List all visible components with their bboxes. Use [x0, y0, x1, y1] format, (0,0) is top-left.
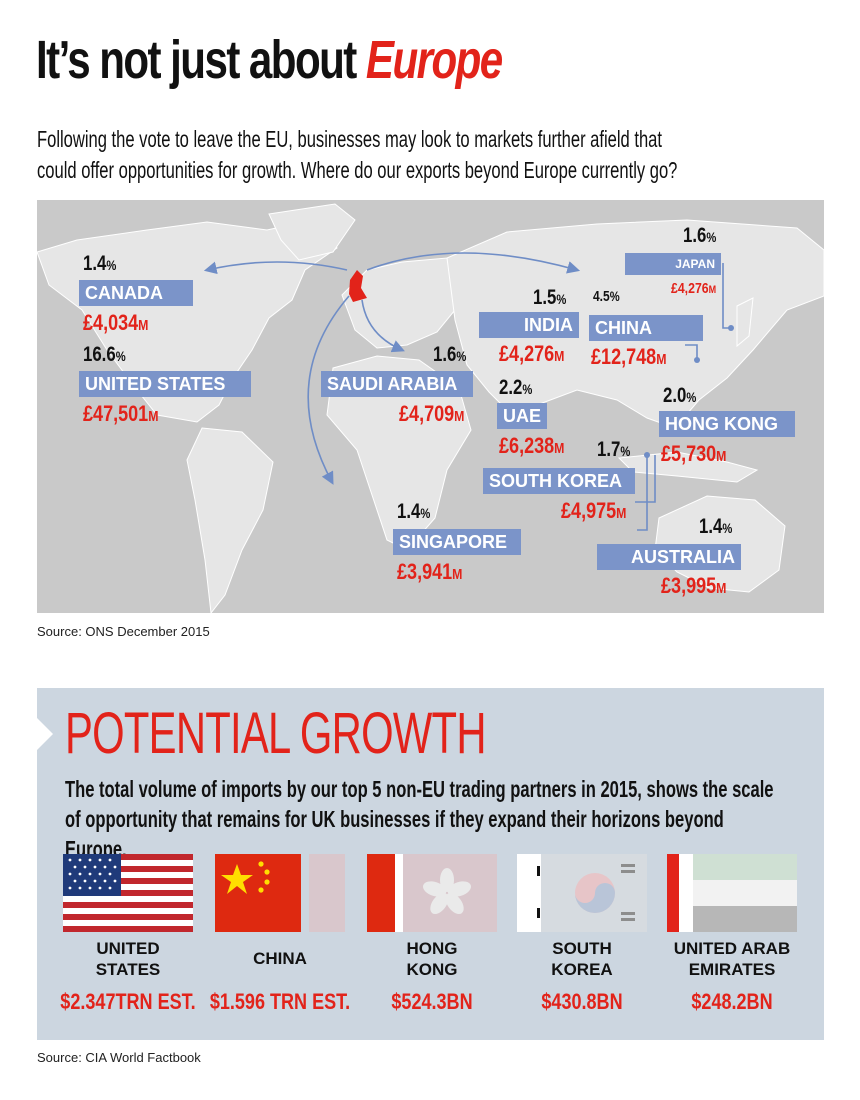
partner-value-uae: $248.2BN	[691, 989, 773, 1014]
india-value: £4,276M	[499, 341, 565, 366]
title-accent: Europe	[365, 30, 503, 90]
saudi-arabia-label: SAUDI ARABIA	[321, 371, 473, 397]
connector-singapore	[637, 455, 648, 531]
partner-name-hong-kong: HONG KONG	[406, 939, 458, 979]
route-arrow-africa	[307, 295, 350, 485]
north-america-shape	[37, 217, 338, 423]
australia-share: 1.4%	[699, 515, 733, 538]
panel-notch	[37, 718, 53, 750]
partner-name-uae: UNITED ARAB EMIRATES	[673, 939, 791, 979]
growth-intro-line-1: The total volume of imports by our top 5…	[65, 776, 774, 802]
africa-shape	[326, 355, 472, 551]
saudi-arabia-share: 1.6%	[433, 343, 467, 366]
us-flag-icon	[63, 854, 193, 932]
hong-kong-value: £5,730M	[661, 441, 727, 466]
page-title: It’s not just about Europe	[36, 30, 503, 90]
hong-kong-label: HONG KONG	[659, 411, 795, 437]
china-value: £12,748M	[591, 344, 667, 369]
india-label: INDIA	[479, 312, 579, 338]
potential-growth-panel: POTENTIAL GROWTH The total volume of imp…	[37, 688, 824, 1040]
uae-flag-icon	[667, 854, 797, 932]
growth-intro-line-2: of opportunity that remains for UK busin…	[65, 806, 724, 862]
south-korea-value: £4,975M	[561, 498, 627, 523]
growth-title: POTENTIAL GROWTH	[65, 701, 487, 766]
route-arrow-saudi-arabia	[361, 299, 405, 353]
united-states-value: £47,501M	[83, 401, 159, 426]
australia-label: AUSTRALIA	[597, 544, 741, 570]
uk-marker-icon	[349, 270, 367, 302]
canada-label: CANADA	[79, 280, 193, 306]
partner-value-hong-kong: $524.3BN	[391, 989, 473, 1014]
hong-kong-flag-icon	[367, 854, 497, 932]
world-map: 1.4% CANADA £4,034M 16.6% UNITED STATES …	[37, 200, 824, 613]
japan-shape	[736, 297, 754, 348]
intro-line-2: could offer opportunities for growth. Wh…	[37, 157, 678, 183]
india-share: 1.5%	[533, 286, 567, 309]
south-america-shape	[186, 427, 274, 613]
greenland-shape	[268, 203, 356, 261]
south-korea-label: SOUTH KOREA	[483, 468, 635, 494]
china-flag-icon	[215, 854, 345, 932]
connector-south-korea	[635, 455, 656, 503]
saudi-arabia-value: £4,709M	[399, 401, 465, 426]
partner-value-china: $1.596 TRN EST.	[209, 989, 351, 1014]
uae-label: UAE	[497, 403, 547, 429]
united-states-share: 16.6%	[83, 343, 126, 366]
south-korea-flag-icon	[517, 854, 647, 932]
uae-share: 2.2%	[499, 376, 533, 399]
singapore-label: SINGAPORE	[393, 529, 521, 555]
south-korea-share: 1.7%	[597, 438, 631, 461]
japan-share: 1.6%	[683, 224, 717, 247]
partner-value-united-states: $2.347TRN EST.	[60, 989, 196, 1014]
canada-value: £4,034M	[83, 310, 149, 335]
partner-value-south-korea: $430.8BN	[541, 989, 623, 1014]
growth-source: Source: CIA World Factbook	[37, 1050, 201, 1065]
route-arrow-canada	[203, 261, 348, 275]
intro-text: Following the vote to leave the EU, busi…	[37, 124, 757, 186]
united-states-label: UNITED STATES	[79, 371, 251, 397]
intro-line-1: Following the vote to leave the EU, busi…	[37, 126, 663, 152]
singapore-value: £3,941M	[397, 559, 463, 584]
australia-value: £3,995M	[661, 573, 727, 598]
map-source: Source: ONS December 2015	[37, 624, 210, 639]
partner-name-united-states: UNITED STATES	[95, 939, 161, 979]
connector-china	[685, 344, 698, 360]
china-label: CHINA	[589, 315, 703, 341]
hong-kong-share: 2.0%	[663, 384, 697, 407]
japan-value: £4,276M	[671, 280, 717, 297]
china-share: 4.5%	[593, 288, 620, 305]
title-main: It’s not just about	[36, 30, 366, 90]
canada-share: 1.4%	[83, 252, 117, 275]
route-arrow-japan	[366, 252, 581, 274]
growth-intro: The total volume of imports by our top 5…	[65, 774, 785, 864]
indonesia-shape	[617, 451, 759, 483]
partner-name-china: CHINA	[253, 949, 307, 968]
partner-name-south-korea: SOUTH KOREA	[551, 939, 613, 979]
singapore-share: 1.4%	[397, 500, 431, 523]
uae-value: £6,238M	[499, 433, 565, 458]
japan-label: JAPAN	[625, 253, 721, 275]
